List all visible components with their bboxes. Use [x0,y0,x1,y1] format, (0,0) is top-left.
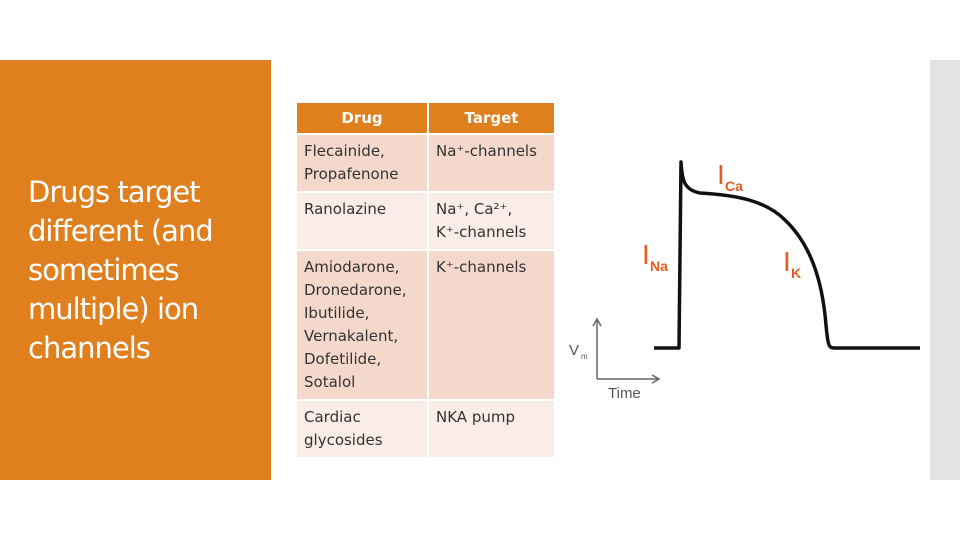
drug-name: glycosides [304,431,383,449]
x-axis-label: Time [608,385,641,402]
label-i-ca-main: I [717,159,725,190]
axes [592,317,661,384]
target-text: K⁺-channels [436,223,527,241]
drug-cell: Ranolazine [297,191,429,250]
label-i-na-main: I [642,239,650,270]
target-cell: NKA pump [428,399,554,457]
right-edge-strip [930,60,960,480]
drug-name: Vernakalent, [304,327,399,345]
slide-title: Drugs target different (and sometimes mu… [28,175,214,365]
table-row: Amiodarone, Dronedarone, Ibutilide, Vern… [297,249,554,400]
drug-name: Cardiac [304,408,361,426]
action-potential-trace [654,160,920,350]
drug-name: Amiodarone, [304,258,400,276]
label-i-ca-sub: Ca [725,178,743,194]
drug-name: Propafenone [304,165,399,183]
target-cell: K⁺-channels [428,249,554,400]
drug-name: Ranolazine [304,200,387,218]
table-header-row: Drug Target [297,103,554,134]
label-i-k-main: I [783,246,791,277]
label-i-k: I K [783,246,801,281]
y-axis-label-sub: m [581,352,588,361]
drug-name: Dronedarone, [304,281,407,299]
label-i-k-sub: K [791,265,801,281]
target-text: NKA pump [436,408,515,426]
label-i-na: I Na [642,239,668,274]
drug-cell: Cardiac glycosides [297,399,429,457]
target-text: Na⁺, Ca²⁺, [436,200,513,218]
x-axis-arrowhead [651,374,661,384]
drug-target-table: Drug Target Flecainide, Propafenone Na⁺-… [297,103,554,457]
table-row: Ranolazine Na⁺, Ca²⁺, K⁺-channels [297,191,554,250]
drug-name: Ibutilide, [304,304,370,322]
header-target: Target [428,103,554,134]
target-cell: Na⁺-channels [428,133,554,192]
label-i-ca: I Ca [717,159,743,194]
title-panel: Drugs target different (and sometimes mu… [0,60,271,480]
table-row: Flecainide, Propafenone Na⁺-channels [297,133,554,192]
target-cell: Na⁺, Ca²⁺, K⁺-channels [428,191,554,250]
table-row: Cardiac glycosides NKA pump [297,399,554,457]
header-drug: Drug [297,103,429,134]
drug-cell: Flecainide, Propafenone [297,133,429,192]
action-potential-diagram: I Na I Ca I K V m Time [569,159,920,402]
label-i-na-sub: Na [650,258,668,274]
drug-name: Flecainide, [304,142,385,160]
drug-name: Sotalol [304,373,356,391]
y-axis-arrowhead [592,317,602,327]
target-text: K⁺-channels [436,258,527,276]
drug-cell: Amiodarone, Dronedarone, Ibutilide, Vern… [297,249,429,400]
target-text: Na⁺-channels [436,142,537,160]
y-axis-label-main: V [569,342,579,359]
drug-name: Dofetilide, [304,350,382,368]
